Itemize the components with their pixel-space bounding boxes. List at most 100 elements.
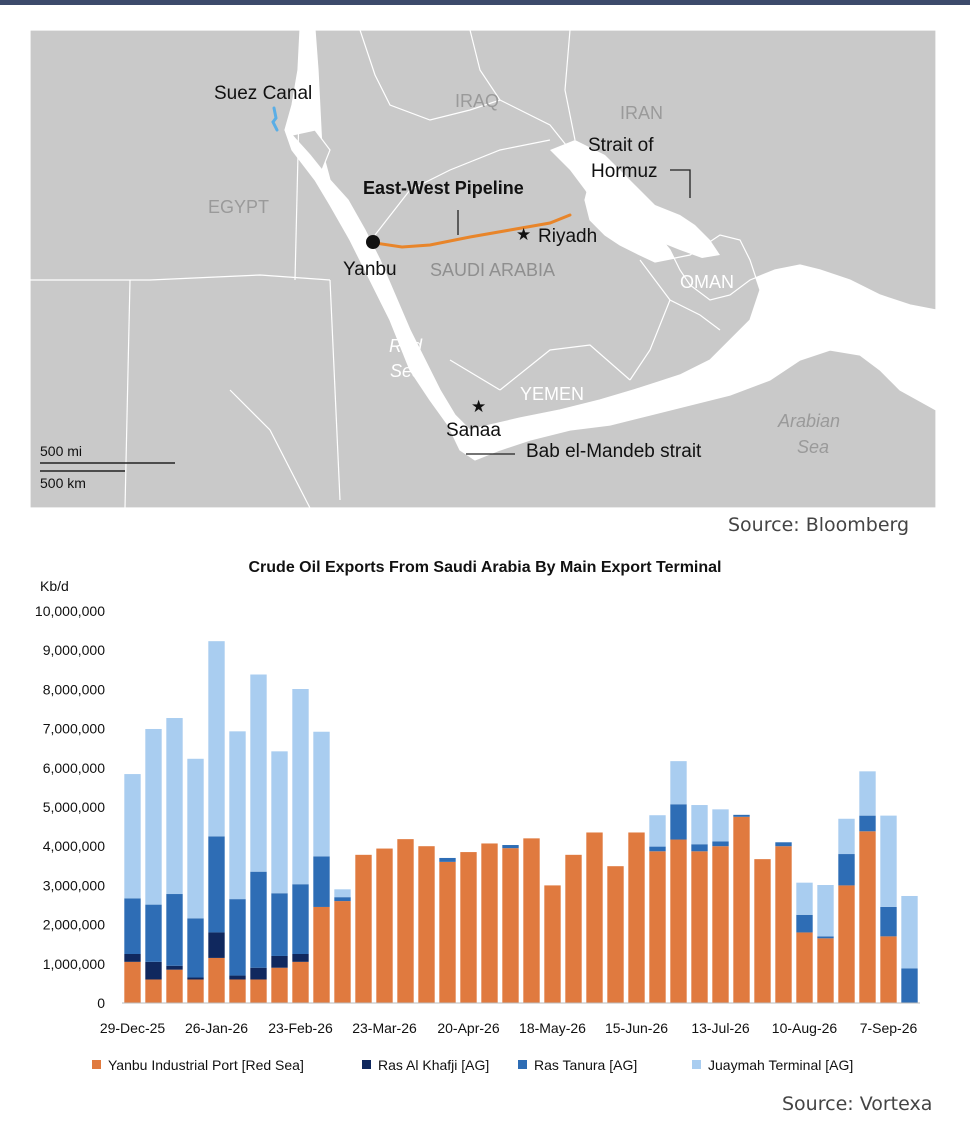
legend-label: Juaymah Terminal [AG] [708, 1057, 853, 1073]
bar-segment [775, 842, 792, 847]
bar-segment [355, 854, 372, 1003]
x-tick-label: 23-Mar-26 [352, 1020, 417, 1036]
y-tick-label: 4,000,000 [43, 838, 105, 854]
bar-segment [439, 857, 456, 862]
label-hormuz: Hormuz [591, 161, 658, 182]
bar-segment [712, 809, 729, 842]
label-red-sea: Sea [390, 361, 422, 381]
bar-segment [229, 731, 246, 900]
label-iran: IRAN [620, 103, 663, 123]
bar-segment [271, 893, 288, 956]
bar-segment [838, 818, 855, 855]
bar-segment [712, 846, 729, 1003]
label-oman: OMAN [680, 272, 734, 292]
bar-segment [145, 904, 162, 962]
bar-segment [250, 967, 267, 980]
y-tick-label: 7,000,000 [43, 721, 105, 737]
legend-label: Yanbu Industrial Port [Red Sea] [108, 1057, 304, 1073]
x-tick-label: 20-Apr-26 [437, 1020, 499, 1036]
bar-segment [775, 846, 792, 1003]
y-tick-label: 6,000,000 [43, 760, 105, 776]
bar-segment [649, 846, 666, 852]
persian-gulf [550, 140, 720, 258]
bar-segment [208, 641, 225, 837]
bar-segment [334, 901, 351, 1003]
bar-segment [880, 936, 897, 1003]
bar-segment [691, 851, 708, 1003]
bar-segment [670, 804, 687, 840]
bar-segment [733, 814, 750, 817]
bar-segment [754, 859, 771, 1003]
bar-segment [796, 882, 813, 915]
legend-swatch [518, 1060, 527, 1069]
bar-segment [166, 894, 183, 966]
bar-segment [859, 771, 876, 816]
y-axis-unit-label: Kb/d [40, 578, 69, 594]
bar-segment [628, 832, 645, 1003]
bar-segment [838, 885, 855, 1003]
label-uae: UAE [630, 237, 665, 256]
bar-segment [250, 674, 267, 872]
bar-segment [313, 856, 330, 907]
x-tick-label: 15-Jun-26 [605, 1020, 668, 1036]
chart-source: Source: Vortexa [782, 1093, 933, 1115]
legend-swatch [692, 1060, 701, 1069]
x-tick-label: 23-Feb-26 [268, 1020, 333, 1036]
bar-segment [250, 871, 267, 968]
y-tick-label: 8,000,000 [43, 681, 105, 697]
y-tick-label: 3,000,000 [43, 877, 105, 893]
bar-segment [460, 852, 477, 1003]
bar-segment [691, 805, 708, 845]
bar-segment [208, 957, 225, 1003]
bar-segment [607, 866, 624, 1003]
map-svg: ★ ★ IRAQ IRAN EGYPT SAUDI ARABIA UAE OMA… [29, 29, 937, 509]
label-arabian: Arabian [777, 411, 840, 431]
x-tick-label: 29-Dec-25 [100, 1020, 166, 1036]
bar-segment [124, 954, 141, 962]
bar-segment [691, 844, 708, 852]
bar-segment [838, 854, 855, 886]
bar-segment [670, 761, 687, 805]
legend-swatch [362, 1060, 371, 1069]
bar-segment [229, 975, 246, 980]
label-sanaa: Sanaa [446, 420, 501, 441]
map-source: Source: Bloomberg [728, 514, 910, 536]
bar-segment [124, 898, 141, 954]
east-west-pipeline-line [373, 213, 572, 249]
x-tick-label: 26-Jan-26 [185, 1020, 248, 1036]
y-tick-label: 0 [97, 995, 105, 1011]
legend-label: Ras Al Khafji [AG] [378, 1057, 489, 1073]
x-tick-label: 7-Sep-26 [860, 1020, 918, 1036]
label-suez-canal: Suez Canal [214, 83, 312, 104]
bar-segment [796, 932, 813, 1003]
bar-segment [397, 839, 414, 1003]
bar-segment [124, 961, 141, 1003]
bar-segment [145, 979, 162, 1003]
bar-segment [271, 967, 288, 1003]
hormuz-leader [670, 169, 691, 198]
bar-segment [334, 889, 351, 898]
bar-segment [250, 979, 267, 1003]
bar-segment [817, 885, 834, 937]
bar-segment [145, 728, 162, 905]
bar-segment [187, 918, 204, 978]
yanbu-marker [366, 235, 380, 249]
bar-segment [544, 885, 561, 1003]
bar-segment [271, 751, 288, 894]
label-scale-mi: 500 mi [40, 443, 82, 459]
bar-segment [145, 961, 162, 980]
label-yemen: YEMEN [520, 384, 584, 404]
bar-segment [229, 979, 246, 1003]
bar-segment [817, 938, 834, 1003]
bar-segment [481, 843, 498, 1003]
bar-segment [733, 816, 750, 1003]
y-tick-label: 10,000,000 [35, 603, 105, 619]
label-east-west-pipeline: East-West Pipeline [363, 178, 524, 198]
bar-segment [313, 906, 330, 1003]
bar-segment [166, 969, 183, 1003]
bar-segment [502, 848, 519, 1003]
bar-segment [565, 854, 582, 1003]
legend-label: Ras Tanura [AG] [534, 1057, 637, 1073]
sinai-landmass [290, 129, 331, 172]
bar-segment [523, 838, 540, 1003]
